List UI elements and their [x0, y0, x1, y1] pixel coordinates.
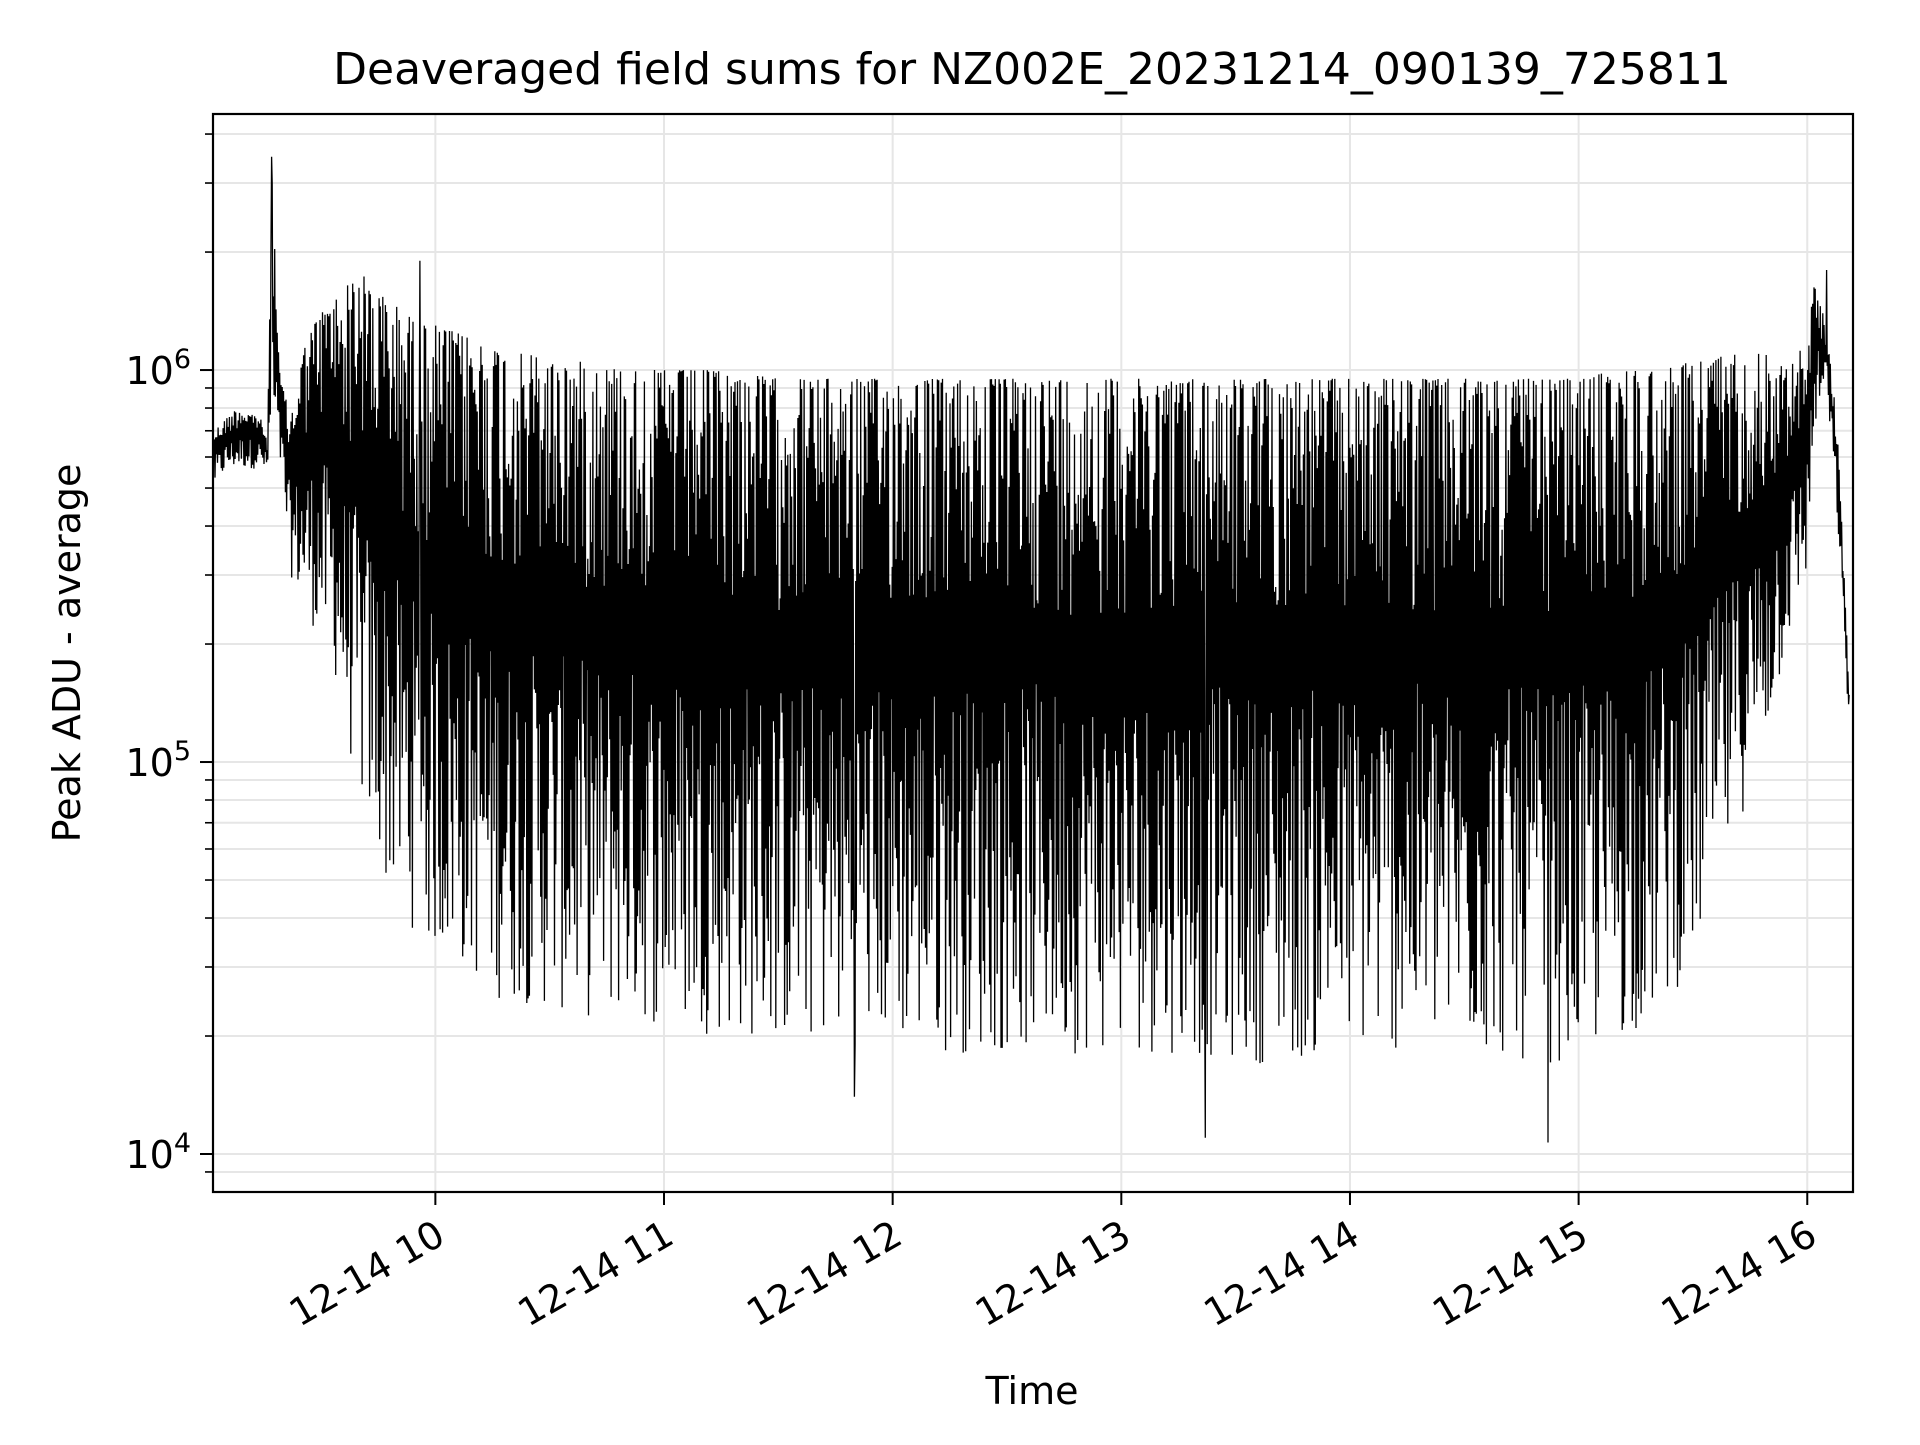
series-line: [213, 156, 1850, 1143]
x-tick-label: 12-14 13: [968, 1212, 1138, 1336]
plot-frame: [211, 112, 1855, 1194]
y-tick-label: 104: [125, 1128, 191, 1177]
y-tick-label: 106: [125, 344, 191, 393]
y-axis: 104 105 106: [125, 133, 213, 1177]
x-axis-label: Time: [985, 1369, 1079, 1413]
x-axis: 12-14 10 12-14 11 12-14 12 12-14 13 12-14 14…: [282, 1192, 1824, 1335]
y-axis-label: Peak ADU - average: [45, 464, 89, 843]
x-tick-label: 12-14 15: [1425, 1212, 1595, 1336]
x-tick-label: 12-14 11: [511, 1212, 681, 1336]
x-tick-label: 12-14 12: [739, 1212, 909, 1336]
y-tick-label: 105: [125, 736, 191, 785]
chart-title: Deaveraged field sums for NZ002E_2023121…: [333, 44, 1731, 95]
x-tick-label: 12-14 14: [1196, 1212, 1366, 1336]
x-tick-label: 12-14 16: [1654, 1212, 1824, 1336]
x-tick-label: 12-14 10: [282, 1212, 452, 1336]
series-layer: [213, 156, 1850, 1143]
